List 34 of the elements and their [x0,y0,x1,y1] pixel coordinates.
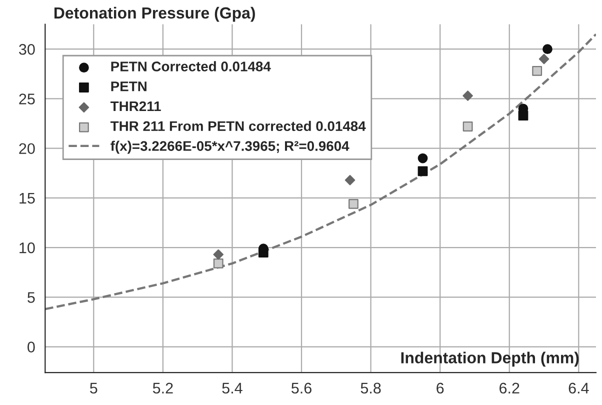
x-tick-label: 5.6 [292,382,312,394]
y-tick-label: 10 [20,242,35,254]
point [418,166,428,176]
point [213,258,224,268]
legend-label: PETN Corrected 0.01484 [111,61,271,72]
y-tick-label: 15 [20,192,35,204]
point [213,249,224,260]
x-tick-label: 5.2 [152,382,173,394]
y-tick-label: 20 [19,143,35,154]
x-tick-label: 5.4 [222,382,242,394]
x-tick-label: 6 [436,382,444,394]
point [344,174,356,186]
y-axis-title: Detonation Pressure (Gpa) [54,6,255,22]
line-series [45,33,596,310]
point [348,198,358,209]
point [542,44,552,54]
point [532,66,542,76]
x-tick-label: 5.8 [360,382,381,394]
legend-label: f(x)=3.2266E-05*x^7.3965; R²=0.9604 [110,140,350,154]
legend-label: PETN [111,82,146,92]
legend-label: THR 211 From PETN corrected 0.01484 [110,120,366,132]
x-axis-title: Indentation Depth (mm) [401,352,579,367]
point [538,54,550,64]
point [418,153,428,164]
point [462,90,473,101]
x-tick-label: 5 [90,382,98,394]
x-tick-label: 6.2 [500,382,520,394]
y-tick-label: 0 [28,342,35,352]
y-tick-label: 30 [19,44,35,55]
x-tick-label: 6.4 [568,382,589,394]
legend-label: THR211 [110,101,161,112]
y-tick-label: 5 [28,292,35,303]
point [462,122,473,132]
y-tick-label: 25 [19,94,35,104]
